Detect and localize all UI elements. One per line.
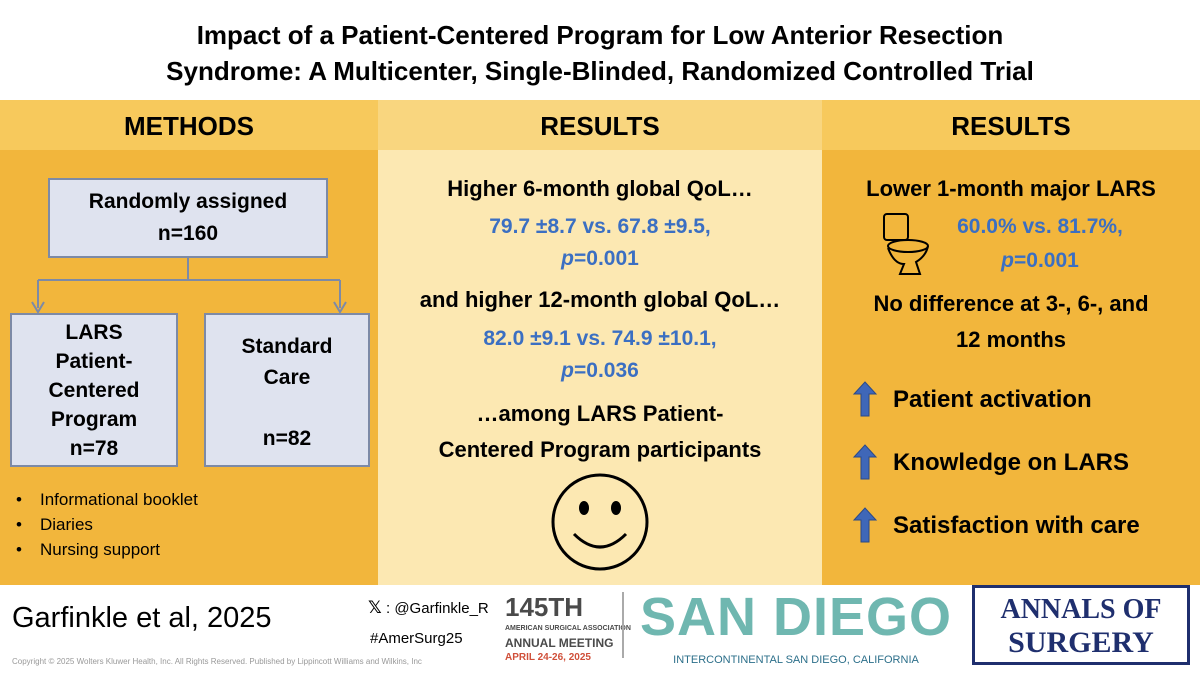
no-difference: No difference at 3-, 6-, and (873, 291, 1149, 316)
intervention-box: LARS Patient- Centered Program n=78 (10, 313, 178, 467)
p-value: p=0.036 (378, 359, 822, 383)
x-handle: : @Garfinkle_R (386, 600, 489, 617)
population: Centered Program participants (438, 437, 762, 462)
p-number: =0.036 (574, 359, 639, 382)
title-line: Impact of a Patient-Centered Program for… (196, 20, 1004, 50)
bullet-text: Diaries (40, 515, 93, 534)
p-value: p=0.001 (940, 249, 1140, 273)
section-heading: RESULTS (540, 111, 660, 141)
title-line: Syndrome: A Multicenter, Single-Blinded,… (166, 56, 1034, 86)
improvement: Patient activation (893, 386, 1092, 413)
smiley-icon (551, 473, 649, 571)
bullet-text: Informational booklet (40, 490, 198, 509)
improvement: Satisfaction with care (893, 512, 1140, 539)
p-number: =0.001 (574, 247, 639, 270)
venue: INTERCONTINENTAL SAN DIEGO, CALIFORNIA (673, 654, 919, 666)
association: AMERICAN SURGICAL ASSOCIATION (505, 625, 631, 632)
results-header-bg (822, 100, 1200, 150)
up-arrows (852, 381, 878, 543)
statistic: 82.0 ±9.1 vs. 74.9 ±10.1, (483, 327, 717, 350)
results-header-bg (378, 100, 822, 150)
p-value: p=0.001 (378, 247, 822, 271)
box-text: Patient- (55, 350, 133, 373)
section-heading: METHODS (124, 111, 254, 141)
assigned-box: Randomly assigned n=160 (48, 178, 328, 258)
dates: APRIL 24-26, 2025 (505, 652, 591, 663)
box-text: LARS (65, 321, 123, 344)
hashtag: #AmerSurg25 (370, 630, 463, 647)
x-logo: 𝕏 (368, 598, 382, 617)
box-text: n=160 (157, 222, 219, 245)
box-text: Centered (48, 379, 140, 402)
meeting: ANNUAL MEETING (505, 636, 614, 650)
control-box: Standard Care n=82 (204, 313, 370, 467)
statistic: 79.7 ±8.7 vs. 67.8 ±9.5, (489, 215, 711, 238)
box-text: Randomly assigned (88, 190, 288, 213)
box-text: Program (50, 408, 138, 431)
finding: Higher 6-month global QoL… (447, 176, 753, 201)
statistic: 60.0% vs. 81.7%, (957, 215, 1123, 238)
section-heading: RESULTS (951, 111, 1071, 141)
finding: and higher 12-month global QoL… (419, 287, 781, 312)
population: …among LARS Patient- (476, 401, 724, 426)
p-symbol: p (1001, 249, 1014, 272)
copyright: Copyright © 2025 Wolters Kluwer Health, … (12, 657, 422, 666)
box-text: n=82 (262, 427, 312, 450)
box-text: Standard (241, 335, 333, 358)
bullet-text: Nursing support (40, 540, 161, 559)
p-symbol: p (561, 247, 574, 270)
bullet: • (16, 515, 22, 534)
finding: Lower 1-month major LARS (866, 176, 1156, 201)
divider (622, 592, 624, 658)
p-symbol: p (561, 359, 574, 382)
bullet: • (16, 540, 22, 559)
methods-header-bg (0, 100, 378, 150)
journal-text: SURGERY (1008, 626, 1154, 659)
box-text: Care (263, 366, 311, 389)
no-difference: 12 months (955, 327, 1067, 352)
improvement: Knowledge on LARS (893, 449, 1129, 476)
city: SAN DIEGO (639, 587, 953, 647)
box-text: n=78 (69, 437, 119, 460)
toilet-icon (883, 213, 929, 275)
journal-text: ANNALS OF (1000, 594, 1162, 625)
citation: Garfinkle et al, 2025 (12, 602, 272, 634)
meeting-number: 145TH (505, 592, 584, 622)
bullet: • (16, 490, 22, 509)
p-number: =0.001 (1014, 249, 1079, 272)
flow-arrows (31, 258, 347, 314)
journal-logo: ANNALS OF SURGERY (972, 585, 1190, 665)
